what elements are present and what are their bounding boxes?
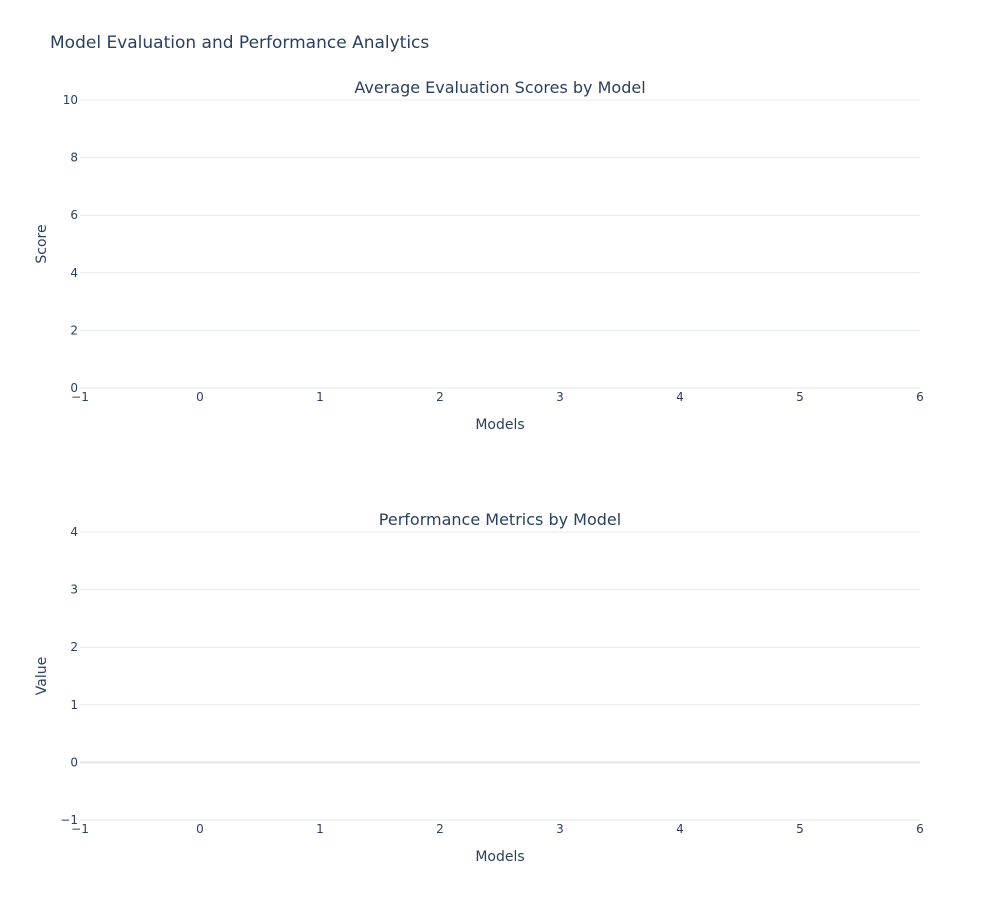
- y-tick-label: 1: [70, 698, 78, 712]
- x-tick-label: −1: [71, 822, 89, 836]
- x-tick-label: 3: [556, 390, 564, 404]
- x-tick-label: 4: [676, 390, 684, 404]
- y-tick-label: 3: [70, 583, 78, 597]
- y-tick-label: −1: [60, 813, 78, 827]
- x-tick-label: 1: [316, 390, 324, 404]
- x-tick-label: 0: [196, 822, 204, 836]
- x-tick-label: 6: [916, 390, 924, 404]
- y-axis-label: Value: [34, 657, 50, 695]
- y-tick-label: 2: [70, 323, 78, 337]
- page-title: Model Evaluation and Performance Analyti…: [50, 33, 430, 53]
- x-tick-label: 6: [916, 822, 924, 836]
- x-tick-label: 4: [676, 822, 684, 836]
- x-tick-label: 2: [436, 390, 444, 404]
- x-tick-label: 2: [436, 822, 444, 836]
- y-tick-label: 4: [70, 525, 78, 539]
- x-tick-label: 5: [796, 390, 804, 404]
- y-tick-label: 0: [70, 755, 78, 769]
- y-tick-label: 4: [70, 266, 78, 280]
- y-tick-label: 6: [70, 208, 78, 222]
- x-tick-label: 1: [316, 822, 324, 836]
- x-tick-label: 3: [556, 822, 564, 836]
- y-tick-label: 0: [70, 381, 78, 395]
- y-tick-label: 2: [70, 640, 78, 654]
- y-tick-label: 10: [63, 93, 78, 107]
- chart-performance-metrics: −1 0 1 2 3 4 −1 0 1 2 3 4 5 6 Performance Metrics by M…: [34, 510, 924, 865]
- x-axis-label: Models: [475, 849, 524, 865]
- chart-title: Average Evaluation Scores by Model: [354, 78, 645, 97]
- y-tick-label: 8: [70, 151, 78, 165]
- x-tick-label: −1: [71, 390, 89, 404]
- x-tick-label: 5: [796, 822, 804, 836]
- x-axis-label: Models: [475, 417, 524, 433]
- chart-title: Performance Metrics by Model: [379, 510, 621, 529]
- y-axis-label: Score: [34, 224, 50, 263]
- x-tick-label: 0: [196, 390, 204, 404]
